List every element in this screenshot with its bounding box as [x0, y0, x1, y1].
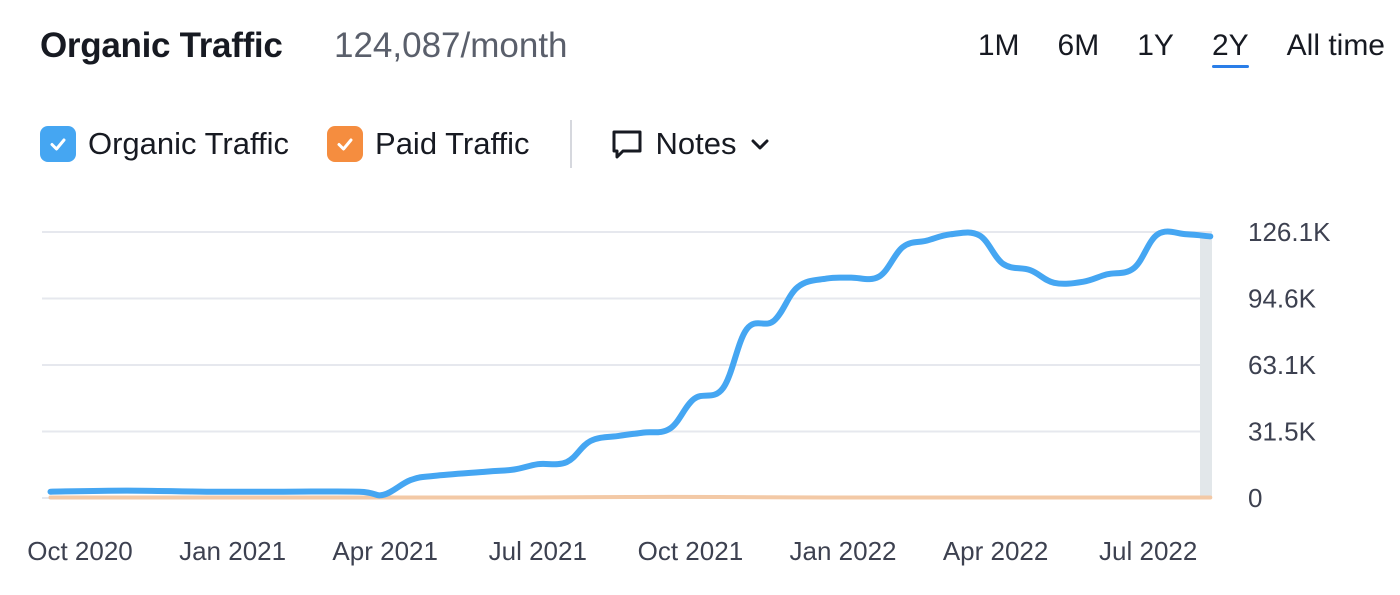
notes-dropdown[interactable]: Notes — [610, 126, 771, 162]
x-tick-label: Oct 2021 — [638, 536, 744, 566]
range-all-time[interactable]: All time — [1286, 29, 1385, 62]
traffic-line-chart: 0 31.5K 63.1K 94.6K 126.1K Oct 2020 Jan 2021 Ap… — [27, 217, 1331, 566]
x-tick-label: Oct 2020 — [27, 536, 133, 566]
legend-organic-traffic[interactable]: Organic Traffic — [40, 126, 289, 162]
date-range-selector: 1M 6M 1Y 2Y All time — [959, 28, 1385, 68]
x-tick-label: Jul 2021 — [489, 536, 587, 566]
check-icon — [337, 138, 353, 151]
paid-traffic-checkbox[interactable] — [327, 126, 364, 162]
x-tick-label: Jan 2022 — [790, 536, 897, 566]
y-tick-label: 31.5K — [1248, 417, 1317, 447]
notes-label: Notes — [655, 126, 737, 161]
legend-label-paid: Paid Traffic — [375, 126, 530, 161]
x-tick-label: Apr 2022 — [943, 536, 1049, 566]
y-tick-label: 63.1K — [1248, 350, 1317, 380]
range-1m[interactable]: 1M — [977, 29, 1020, 62]
x-tick-label: Apr 2021 — [332, 536, 438, 566]
legend-label-organic: Organic Traffic — [88, 126, 290, 161]
legend-paid-traffic[interactable]: Paid Traffic — [327, 126, 530, 162]
hover-cursor — [1200, 236, 1212, 498]
chevron-down-icon — [751, 139, 769, 150]
check-icon — [50, 138, 66, 151]
x-tick-label: Jul 2022 — [1099, 536, 1197, 566]
range-2y[interactable]: 2Y — [1193, 28, 1268, 68]
y-tick-label: 0 — [1248, 483, 1262, 513]
traffic-summary: 124,087/month — [334, 26, 568, 65]
chart-title: Organic Traffic — [40, 26, 283, 65]
x-tick-label: Jan 2021 — [179, 536, 286, 566]
speech-bubble-icon — [612, 130, 642, 159]
range-6m[interactable]: 6M — [1057, 29, 1100, 62]
organic-traffic-checkbox[interactable] — [40, 126, 76, 162]
series-line-paid-traffic — [48, 494, 1213, 500]
series-line-organic-traffic — [47, 228, 1214, 499]
y-tick-label: 126.1K — [1248, 217, 1331, 247]
legend-divider — [569, 120, 572, 168]
chart-header: Organic Traffic 124,087/month 1M 6M 1Y 2… — [40, 18, 1385, 78]
y-tick-label: 94.6K — [1248, 284, 1317, 314]
chart-legend: Organic Traffic Paid Traffic Notes — [40, 118, 771, 170]
range-1y[interactable]: 1Y — [1137, 29, 1174, 62]
